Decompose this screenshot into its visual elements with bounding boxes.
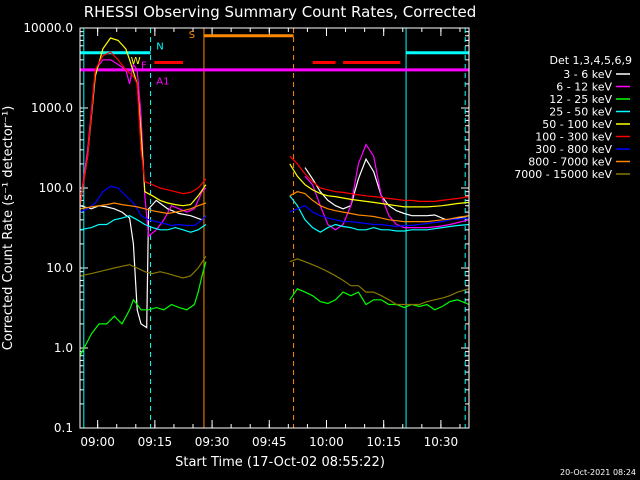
- legend-label: 50 - 100 keV: [542, 118, 612, 131]
- y-tick-label: 0.1: [54, 421, 73, 435]
- flag-label: F: [141, 60, 147, 71]
- y-tick-label: 1.0: [54, 341, 73, 355]
- x-tick-label: 10:15: [366, 435, 401, 449]
- legend-label: 100 - 300 keV: [535, 131, 612, 144]
- series-line: [79, 255, 470, 306]
- y-axis-label: Corrected Count Rate (s⁻¹ detector⁻¹): [1, 106, 16, 351]
- y-tick-label: 1000.0: [31, 101, 73, 115]
- y-tick-label: 100.0: [39, 181, 73, 195]
- legend-label: 7000 - 15000 keV: [514, 168, 612, 181]
- chart-title: RHESSI Observing Summary Count Rates, Co…: [84, 3, 477, 21]
- flag-label: A1: [156, 77, 169, 88]
- flag-label: S: [189, 30, 195, 41]
- legend-label: 12 - 25 keV: [549, 93, 612, 106]
- series-lines: [79, 37, 470, 357]
- flag-label: N: [156, 42, 163, 53]
- series-line: [79, 51, 470, 206]
- flag-labels: N A1 S W F: [131, 30, 195, 88]
- flag-bars: [80, 34, 469, 72]
- x-axis-label: Start Time (17-Oct-02 08:55:22): [175, 455, 385, 470]
- plot-frame: [79, 27, 470, 429]
- x-tick-label: 09:45: [252, 435, 287, 449]
- x-tick-label: 09:15: [138, 435, 173, 449]
- y-tick-labels: 0.1 1.0 10.0 100.0 1000.0 10000.0: [23, 21, 73, 435]
- legend-label: 25 - 50 keV: [549, 106, 612, 119]
- y-tick-label: 10000.0: [23, 21, 73, 35]
- time-markers: [83, 28, 466, 428]
- legend-label: 300 - 800 keV: [535, 143, 612, 156]
- series-line: [79, 195, 470, 233]
- footer-date: 20-Oct-2021 08:24: [560, 468, 636, 477]
- x-tick-label: 09:00: [80, 435, 115, 449]
- flag-label: W: [131, 56, 141, 67]
- x-tick-labels: 09:00 09:15 09:30 09:45 10:00 10:15 10:30: [80, 435, 458, 449]
- x-tick-label: 10:00: [309, 435, 344, 449]
- x-tick-label: 09:30: [195, 435, 230, 449]
- series-line: [79, 185, 470, 228]
- series-line: [79, 261, 470, 357]
- series-line: [79, 191, 470, 223]
- legend-title: Det 1,3,4,5,6,9: [549, 54, 632, 67]
- legend-label: 3 - 6 keV: [563, 68, 612, 81]
- y-tick-label: 10.0: [46, 261, 73, 275]
- legend-label: 6 - 12 keV: [556, 81, 612, 94]
- y-tick-marks: [80, 27, 469, 429]
- legend-label: 800 - 7000 keV: [528, 156, 612, 169]
- series-line: [79, 37, 470, 208]
- x-tick-label: 10:30: [424, 435, 459, 449]
